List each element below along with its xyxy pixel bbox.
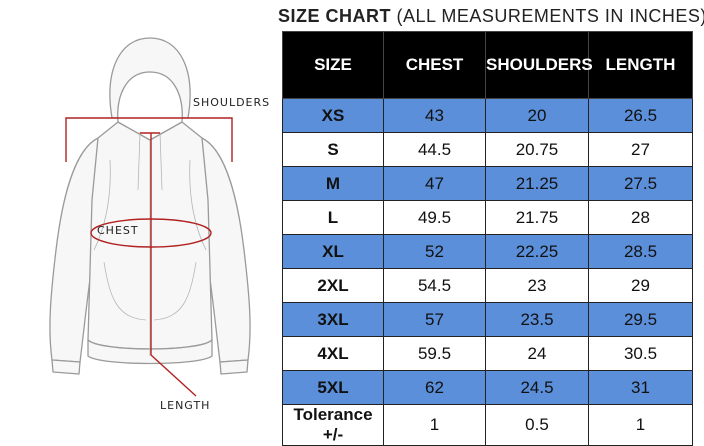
length-cell: 27 bbox=[588, 132, 693, 167]
header-shoulders: SHOULDERS bbox=[485, 31, 593, 99]
length-cell: 30.5 bbox=[588, 336, 693, 371]
shoulders-cell: 24.5 bbox=[485, 370, 589, 405]
chest-cell: 44.5 bbox=[383, 132, 486, 167]
length-cell: 29 bbox=[588, 268, 693, 303]
shoulders-cell: 23.5 bbox=[485, 302, 589, 337]
chart-title-units: (ALL MEASUREMENTS IN INCHES) bbox=[391, 6, 704, 26]
header-chest: CHEST bbox=[383, 31, 486, 99]
chest-label: CHEST bbox=[97, 224, 139, 237]
size-cell: 5XL bbox=[282, 370, 384, 405]
chest-cell: 59.5 bbox=[383, 336, 486, 371]
table-row: M 47 21.25 27.5 bbox=[282, 166, 693, 201]
table-row: 2XL 54.5 23 29 bbox=[282, 268, 693, 303]
length-cell: 26.5 bbox=[588, 98, 693, 133]
size-cell: 4XL bbox=[282, 336, 384, 371]
chart-title: SIZE CHART (ALL MEASUREMENTS IN INCHES) bbox=[278, 6, 704, 27]
shoulders-cell: 20.75 bbox=[485, 132, 589, 167]
size-cell: M bbox=[282, 166, 384, 201]
header-size: SIZE bbox=[282, 31, 384, 99]
tolerance-label-cell: Tolerance +/- bbox=[282, 404, 384, 446]
chest-cell: 52 bbox=[383, 234, 486, 269]
header-length: LENGTH bbox=[588, 31, 693, 99]
shoulders-cell: 21.25 bbox=[485, 166, 589, 201]
hoodie-illustration bbox=[49, 37, 251, 397]
shoulders-cell: 0.5 bbox=[485, 404, 589, 446]
shoulders-cell: 21.75 bbox=[485, 200, 589, 235]
chest-cell: 49.5 bbox=[383, 200, 486, 235]
table-row: 3XL 57 23.5 29.5 bbox=[282, 302, 693, 337]
table-row: XL 52 22.25 28.5 bbox=[282, 234, 693, 269]
chest-cell: 1 bbox=[383, 404, 486, 446]
chest-cell: 54.5 bbox=[383, 268, 486, 303]
table-row: S 44.5 20.75 27 bbox=[282, 132, 693, 167]
table-row: 5XL 62 24.5 31 bbox=[282, 370, 693, 405]
chest-cell: 43 bbox=[383, 98, 486, 133]
size-cell: XS bbox=[282, 98, 384, 133]
shoulders-cell: 22.25 bbox=[485, 234, 589, 269]
chest-cell: 47 bbox=[383, 166, 486, 201]
table-row: 4XL 59.5 24 30.5 bbox=[282, 336, 693, 371]
size-cell: S bbox=[282, 132, 384, 167]
shoulders-label: SHOULDERS bbox=[193, 96, 271, 109]
length-cell: 28 bbox=[588, 200, 693, 235]
hoodie-measurement-figure: SHOULDERS CHEST LENGTH bbox=[0, 0, 282, 435]
size-cell: XL bbox=[282, 234, 384, 269]
table-row-tolerance: Tolerance +/- 1 0.5 1 bbox=[282, 404, 693, 446]
length-cell: 1 bbox=[588, 404, 693, 446]
length-cell: 28.5 bbox=[588, 234, 693, 269]
shoulders-cell: 23 bbox=[485, 268, 589, 303]
chart-title-main: SIZE CHART bbox=[278, 6, 391, 26]
size-cell: L bbox=[282, 200, 384, 235]
length-cell: 27.5 bbox=[588, 166, 693, 201]
shoulders-cell: 24 bbox=[485, 336, 589, 371]
size-cell: 2XL bbox=[282, 268, 384, 303]
chest-cell: 57 bbox=[383, 302, 486, 337]
length-cell: 29.5 bbox=[588, 302, 693, 337]
shoulders-cell: 20 bbox=[485, 98, 589, 133]
table-header-row: SIZE CHEST SHOULDERS LENGTH bbox=[282, 31, 693, 99]
size-chart-table: SIZE CHEST SHOULDERS LENGTH XS 43 20 26.… bbox=[282, 31, 693, 446]
table-row: L 49.5 21.75 28 bbox=[282, 200, 693, 235]
length-label: LENGTH bbox=[160, 399, 211, 412]
chest-cell: 62 bbox=[383, 370, 486, 405]
length-cell: 31 bbox=[588, 370, 693, 405]
table-row: XS 43 20 26.5 bbox=[282, 98, 693, 133]
size-cell: 3XL bbox=[282, 302, 384, 337]
